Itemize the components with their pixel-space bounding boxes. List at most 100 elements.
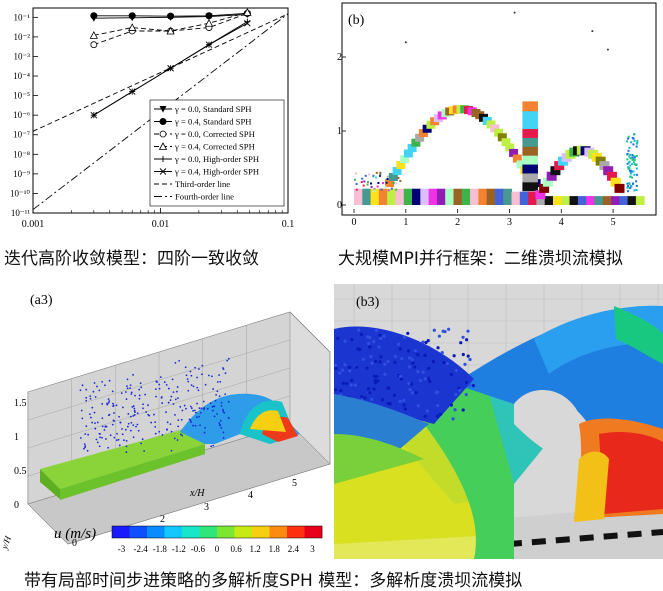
- data-point: [244, 19, 251, 27]
- series-line: [32, 13, 289, 132]
- data-point: [90, 12, 98, 20]
- x-tick-label: 3: [204, 502, 209, 513]
- x-tick-label: 3: [507, 217, 512, 228]
- data-point: [159, 130, 167, 138]
- z-tick-label: 1.5: [14, 398, 27, 409]
- panel-label-b: (b): [348, 13, 365, 28]
- legend-box: [149, 99, 285, 207]
- colorbar-tick-label: -2.4: [134, 544, 149, 554]
- data-point: [90, 111, 98, 119]
- colorbar-swatch: [199, 526, 218, 538]
- caption-multiresolution: 带有局部时间步进策略的多解析度SPH 模型：多解析度溃坝流模拟: [24, 571, 523, 591]
- legend: γ = 0.0, Standard SPH γ = 0.4, Standard S…: [149, 99, 285, 207]
- data-point: [160, 156, 166, 162]
- data-point: [159, 118, 167, 125]
- colorbar-swatch: [182, 526, 200, 538]
- data-point: [167, 12, 175, 20]
- y-axis-label: y/H: [0, 534, 13, 551]
- colorbar-label: u (m/s): [54, 526, 96, 542]
- data-point: [166, 26, 175, 35]
- colorbar-tick-label: 0.6: [230, 544, 242, 554]
- x-tick-label: 0.01: [152, 219, 170, 230]
- panel-label-b3: (b3): [356, 295, 380, 310]
- data-point: [205, 41, 213, 49]
- data-point: [204, 18, 214, 27]
- legend-entry: Fourth-order line: [175, 192, 234, 202]
- colorbar-tick-label: -1.8: [153, 544, 168, 554]
- y-tick-label: 10⁻⁸: [13, 149, 30, 159]
- legend-entry: γ = 0.4, Standard SPH: [174, 117, 251, 127]
- legend-entry: γ = 0.0, Standard SPH: [174, 104, 251, 114]
- colorbar-swatch: [164, 526, 183, 538]
- colorbar-swatch: [269, 526, 288, 538]
- colorbar-swatch: [234, 526, 253, 538]
- water-block-front: [60, 444, 205, 500]
- y-tick-label: 10⁻⁹: [13, 169, 30, 179]
- legend-entry: γ = 0.0, High-order SPH: [174, 154, 259, 164]
- legend-entry: γ = 0.4, Corrected SPH: [174, 142, 255, 152]
- water-block-top: [40, 429, 205, 489]
- colorbar-swatch: [217, 526, 235, 538]
- x-tick-label: 0.001: [22, 219, 45, 230]
- dam-break-3d-plot: (a3) 00.511.5012345x/Hy/H: [0, 293, 331, 551]
- data-point: [167, 64, 174, 72]
- colorbar-swatch: [304, 526, 323, 538]
- data-point: [128, 88, 136, 95]
- x-tick-label: 1: [403, 217, 408, 228]
- y-tick-label: 10⁻³: [14, 51, 31, 61]
- colorbar-tick-label: 3: [310, 544, 315, 554]
- y-tick-label: 1: [337, 126, 342, 137]
- y-tick-label: 10⁻¹: [14, 12, 31, 22]
- colorbar-tick-label: -0.6: [191, 544, 206, 554]
- colorbar-swatch: [252, 526, 270, 538]
- data-point: [90, 41, 98, 49]
- x-tick-label: 5: [611, 217, 616, 228]
- caption-mpi: 大规模MPI并行框架：二维溃坝流模拟: [338, 249, 623, 269]
- y-tick-label: 10⁻⁵: [13, 91, 30, 101]
- x-tick-label: 0: [352, 217, 357, 228]
- colorbar-tick-label: -3: [118, 544, 126, 554]
- y-tick-label: 10⁻⁶: [13, 110, 30, 120]
- legend-entry: γ = 0.4, High-order SPH: [174, 167, 259, 177]
- data-point: [159, 106, 167, 113]
- data-point: [128, 23, 137, 31]
- air-cavity: [514, 390, 584, 459]
- caption-convergence: 迭代高阶收敛模型：四阶一致收敛: [4, 249, 259, 269]
- colorbar-swatch: [129, 526, 148, 538]
- dam-break-zoom-plot: (b3): [334, 284, 663, 559]
- z-tick-label: 1: [14, 432, 19, 443]
- data-point: [205, 12, 213, 20]
- legend-entry: Third-order line: [175, 179, 230, 189]
- x-tick-label: 4: [248, 490, 253, 501]
- x-tick-label: 5: [292, 478, 297, 489]
- x-axis-label: x/H: [189, 488, 205, 499]
- dam-break-2d-plot: (b) 0 1 2 3 4 5 0 1 2: [337, 2, 657, 228]
- data-point: [89, 31, 99, 39]
- x-tick-label: 2: [160, 514, 165, 525]
- z-tick-label: 0.5: [14, 466, 27, 477]
- colorbar-swatch: [112, 526, 130, 538]
- y-tick-label: 10⁻²: [14, 32, 31, 42]
- panel-label-a3: (a3): [30, 293, 53, 308]
- y-tick-label: 10⁻¹¹: [11, 208, 30, 218]
- data-point: [243, 7, 252, 16]
- data-point: [159, 168, 167, 175]
- z-tick-label: 0: [14, 500, 19, 511]
- colorbar-swatch: [287, 526, 305, 538]
- y-tick-label: 10⁻⁷: [13, 130, 30, 140]
- x-tick-label: 0.1: [282, 219, 295, 230]
- series-line: [93, 12, 248, 46]
- colorbar-tick-label: 2.4: [288, 544, 300, 554]
- y-tick-label: 0: [337, 200, 342, 211]
- colorbar: u (m/s) -3 -2.4 -1.8 -1.2 -0.6 0 0.6 1.2 1.8 2.4 3: [54, 525, 323, 554]
- legend-entry: γ = 0.0, Corrected SPH: [174, 129, 255, 139]
- y-tick-label: 10⁻¹⁰: [10, 188, 30, 198]
- colorbar-swatch: [147, 526, 165, 538]
- data-point: [128, 12, 136, 20]
- colorbar-tick-label: 1.2: [250, 544, 261, 554]
- x-tick-label: 2: [455, 217, 460, 228]
- y-tick-label: 10⁻⁴: [13, 71, 30, 81]
- series-line: [93, 11, 248, 36]
- convergence-chart: 0.001 0.01 0.1 10⁻¹ 10⁻² 10⁻³ 10⁻⁴ 10⁻⁵ 10⁻⁶ 10⁻⁷…: [10, 7, 295, 230]
- data-point: [158, 142, 168, 150]
